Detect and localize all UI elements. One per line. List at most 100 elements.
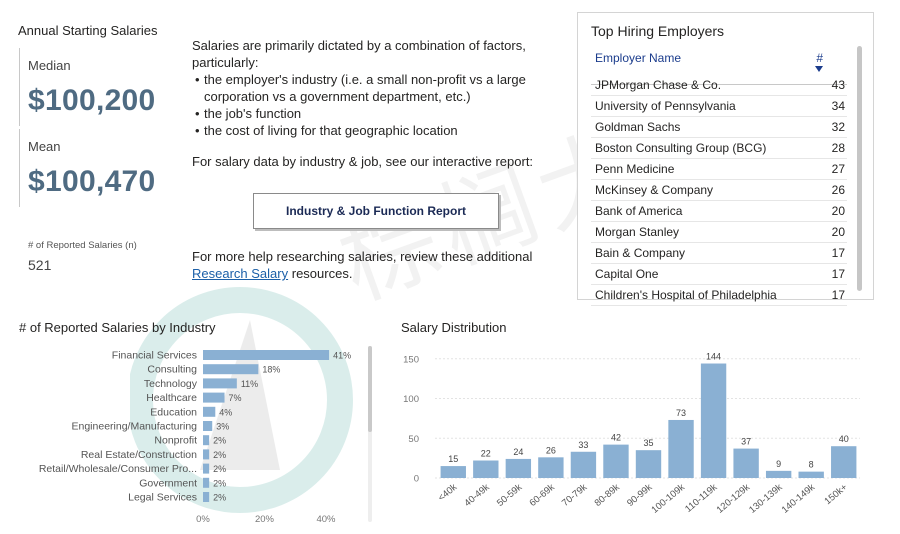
employers-table: Top Hiring Employers Employer Name # JPM… bbox=[577, 12, 874, 306]
research-salary-link[interactable]: Research Salary bbox=[192, 266, 289, 281]
distribution-category-label: 120-129k bbox=[715, 482, 753, 516]
employer-name: Capital One bbox=[595, 267, 659, 281]
industry-bar bbox=[203, 406, 216, 417]
mean-label: Mean bbox=[28, 139, 61, 154]
distribution-bar bbox=[473, 460, 499, 478]
median-label: Median bbox=[28, 58, 71, 73]
industry-bar bbox=[203, 350, 330, 360]
distribution-bar-label: 37 bbox=[741, 437, 751, 447]
table-row[interactable]: Morgan Stanley 20 bbox=[591, 222, 847, 243]
info-intro: Salaries are primarily dictated by a com… bbox=[192, 38, 526, 70]
employer-count: 17 bbox=[831, 288, 845, 302]
industry-bar-label: 2% bbox=[213, 493, 226, 503]
industry-category-label: Healthcare bbox=[146, 392, 197, 404]
column-header-employer[interactable]: Employer Name bbox=[595, 51, 682, 65]
distribution-category-label: 80-89k bbox=[593, 482, 623, 509]
industry-bar-label: 2% bbox=[213, 464, 226, 474]
distribution-category-label: 100-109k bbox=[650, 482, 688, 516]
distribution-category-label: 110-119k bbox=[683, 482, 720, 515]
distribution-bar-label: 15 bbox=[448, 454, 458, 464]
employer-name: University of Pennsylvania bbox=[595, 99, 736, 113]
industry-x-tick: 40% bbox=[316, 514, 336, 525]
industry-bar bbox=[203, 364, 259, 375]
industry-category-label: Real Estate/Construction bbox=[81, 449, 197, 461]
industry-scroll-track[interactable] bbox=[368, 346, 372, 522]
distribution-bar bbox=[798, 471, 824, 478]
table-row[interactable]: Capital One 17 bbox=[591, 264, 847, 285]
distribution-bar bbox=[831, 446, 857, 478]
employers-title: Top Hiring Employers bbox=[591, 23, 725, 39]
employers-scrollbar[interactable] bbox=[857, 46, 862, 291]
industry-category-label: Technology bbox=[144, 378, 198, 390]
table-row[interactable]: Bain & Company 17 bbox=[591, 243, 847, 264]
employer-name: Bain & Company bbox=[595, 246, 686, 260]
employer-count: 17 bbox=[831, 246, 845, 260]
mean-value: $100,470 bbox=[28, 165, 156, 198]
column-header-count[interactable]: # bbox=[816, 51, 823, 65]
industry-bar bbox=[203, 477, 210, 488]
industry-scrollbar[interactable] bbox=[368, 346, 372, 432]
distribution-chart: 0 50 100 150 15 <40k 22 40-49k 24 50-59k 26 60-69k 3… bbox=[403, 352, 860, 516]
sort-descending-icon[interactable] bbox=[815, 66, 823, 72]
industry-report-button[interactable]: Industry & Job Function Report bbox=[253, 193, 499, 229]
industry-bar-label: 18% bbox=[262, 365, 280, 375]
employer-count: 28 bbox=[831, 141, 845, 155]
table-row[interactable]: McKinsey & Company 26 bbox=[591, 180, 847, 201]
count-value: 521 bbox=[28, 257, 52, 273]
median-value: $100,200 bbox=[28, 84, 156, 117]
table-row[interactable]: Goldman Sachs 32 bbox=[591, 117, 847, 138]
industry-chart: Financial Services 41% Consulting 18% Techno… bbox=[39, 350, 351, 526]
employer-count: 43 bbox=[831, 78, 845, 92]
distribution-y-tick: 150 bbox=[403, 354, 419, 365]
table-row[interactable]: Penn Medicine 27 bbox=[591, 159, 847, 180]
industry-category-label: Legal Services bbox=[128, 492, 197, 504]
employer-name: Bank of America bbox=[595, 204, 683, 218]
industry-bar-label: 2% bbox=[213, 436, 226, 446]
factor-item: the job's function bbox=[192, 105, 552, 122]
table-row[interactable]: JPMorgan Chase & Co. 43 bbox=[591, 75, 847, 96]
employer-count: 20 bbox=[831, 225, 845, 239]
help-prefix: For more help researching salaries, revi… bbox=[192, 249, 533, 264]
industry-bar-label: 2% bbox=[213, 478, 226, 488]
kpi-title: Annual Starting Salaries bbox=[18, 23, 158, 38]
table-row[interactable]: Boston Consulting Group (BCG) 28 bbox=[591, 138, 847, 159]
industry-category-label: Education bbox=[150, 406, 197, 418]
industry-bar-label: 4% bbox=[219, 407, 232, 417]
distribution-bar-label: 33 bbox=[578, 440, 588, 450]
industry-bar bbox=[203, 492, 210, 502]
employer-name: Morgan Stanley bbox=[595, 225, 680, 239]
employer-count: 34 bbox=[831, 99, 845, 113]
industry-bar-label: 41% bbox=[333, 351, 351, 361]
industry-bar bbox=[203, 378, 237, 389]
distribution-y-tick: 100 bbox=[403, 394, 419, 405]
table-row[interactable]: Bank of America 20 bbox=[591, 201, 847, 222]
industry-category-label: Engineering/Manufacturing bbox=[72, 421, 198, 433]
employers-header: Employer Name # bbox=[591, 48, 847, 85]
table-row[interactable]: University of Pennsylvania 34 bbox=[591, 96, 847, 117]
employer-count: 20 bbox=[831, 204, 845, 218]
distribution-category-label: 150k+ bbox=[823, 482, 850, 508]
distribution-chart-title: Salary Distribution bbox=[401, 320, 507, 335]
distribution-bar-label: 8 bbox=[809, 460, 814, 470]
industry-category-label: Financial Services bbox=[112, 350, 197, 362]
distribution-category-label: 60-69k bbox=[527, 482, 557, 509]
distribution-bar-label: 73 bbox=[676, 408, 686, 418]
distribution-category-label: 50-59k bbox=[495, 482, 525, 509]
industry-chart-title: # of Reported Salaries by Industry bbox=[19, 320, 216, 335]
industry-x-tick: 0% bbox=[196, 514, 210, 525]
distribution-bar-label: 35 bbox=[643, 438, 653, 448]
industry-bar-label: 11% bbox=[241, 379, 258, 389]
factor-list: the employer's industry (i.e. a small no… bbox=[192, 71, 552, 139]
distribution-category-label: 40-49k bbox=[462, 482, 492, 509]
industry-bar-label: 3% bbox=[216, 422, 229, 432]
table-row[interactable]: Children's Hospital of Philadelphia 17 bbox=[591, 285, 847, 306]
distribution-bar-label: 24 bbox=[513, 447, 523, 457]
industry-bar-label: 2% bbox=[213, 450, 226, 460]
industry-bar bbox=[203, 463, 210, 474]
distribution-category-label: 130-139k bbox=[747, 482, 785, 516]
employer-name: Goldman Sachs bbox=[595, 120, 681, 134]
industry-category-label: Government bbox=[139, 477, 197, 489]
help-text: For more help researching salaries, revi… bbox=[192, 248, 552, 282]
distribution-bar-label: 42 bbox=[611, 433, 621, 443]
distribution-bar-label: 22 bbox=[481, 449, 491, 459]
